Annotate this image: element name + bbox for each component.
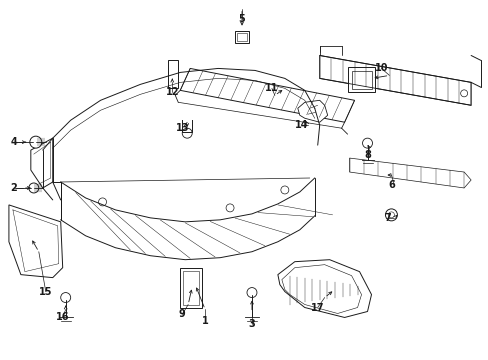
Circle shape	[385, 209, 397, 221]
Circle shape	[182, 128, 192, 138]
Text: 11: 11	[264, 84, 278, 93]
Polygon shape	[297, 100, 327, 122]
Text: 15: 15	[39, 287, 52, 297]
Circle shape	[99, 198, 106, 206]
Circle shape	[460, 90, 467, 97]
Circle shape	[280, 186, 288, 194]
Text: 17: 17	[310, 302, 324, 312]
Text: 10: 10	[374, 63, 387, 73]
Bar	[183, 271, 199, 305]
Polygon shape	[349, 158, 470, 188]
Circle shape	[225, 204, 234, 212]
Text: 9: 9	[179, 310, 185, 319]
Text: 12: 12	[165, 87, 179, 97]
Bar	[168, 60, 178, 88]
Text: 7: 7	[383, 213, 390, 223]
Polygon shape	[319, 55, 470, 105]
Circle shape	[387, 212, 394, 218]
Polygon shape	[281, 265, 361, 314]
Bar	[351, 71, 371, 89]
Polygon shape	[180, 68, 354, 122]
Text: 14: 14	[294, 120, 308, 130]
Text: 4: 4	[11, 137, 17, 147]
Bar	[347, 67, 375, 92]
Text: 3: 3	[248, 319, 255, 329]
Circle shape	[29, 183, 39, 193]
Circle shape	[362, 138, 372, 148]
Bar	[237, 32, 246, 41]
Text: 2: 2	[11, 183, 17, 193]
Text: 6: 6	[387, 180, 394, 190]
Polygon shape	[9, 205, 62, 278]
Polygon shape	[277, 260, 371, 318]
Circle shape	[61, 293, 71, 302]
Text: 13: 13	[175, 123, 188, 133]
Circle shape	[246, 288, 256, 298]
FancyBboxPatch shape	[235, 31, 248, 42]
Bar	[180, 268, 202, 307]
Text: 1: 1	[202, 316, 208, 327]
Text: 8: 8	[364, 150, 370, 160]
Text: 16: 16	[56, 312, 69, 323]
Polygon shape	[31, 138, 53, 188]
Text: 5: 5	[238, 14, 245, 24]
Circle shape	[30, 136, 41, 148]
